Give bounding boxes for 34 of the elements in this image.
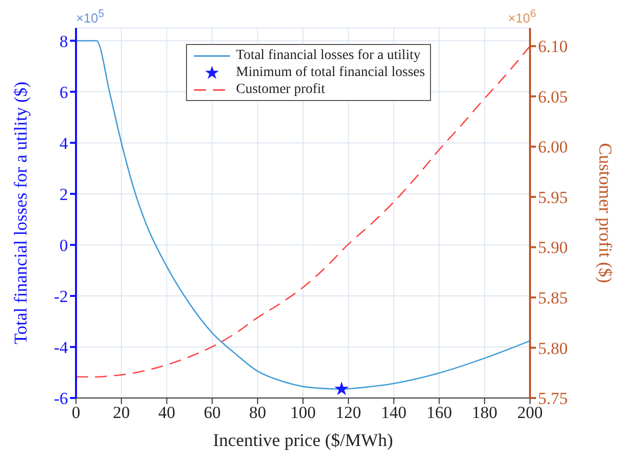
x-axis-title: Incentive price ($/MWh)	[213, 430, 393, 450]
y2-tick-label: 6.05	[538, 87, 568, 106]
y-tick-label: 4	[60, 134, 68, 153]
x-tick-label: 40	[158, 403, 176, 422]
x-tick-label: 60	[204, 403, 221, 422]
y-tick-label: 8	[60, 32, 68, 51]
y-tick-label: -2	[54, 286, 68, 306]
y2-axis-title: Customer profit ($)	[596, 143, 616, 283]
y2-tick-label: 6.00	[538, 138, 568, 157]
legend-label: Total financial losses for a utility	[236, 47, 420, 64]
x-tick-label: 20	[112, 403, 130, 422]
y-tick-label: -4	[54, 338, 68, 357]
y2-tick-label: 6.10	[538, 37, 568, 56]
y-axis-title: Total financial losses for a utility ($)	[10, 82, 30, 344]
y-tick-label: 6	[60, 82, 68, 102]
x-tick-label: 100	[290, 403, 316, 422]
x-tick-label: 0	[72, 403, 80, 422]
y2-tick-label: 5.90	[538, 238, 568, 258]
text: ×10$^{6}$	[508, 8, 536, 26]
text: ×10$^{5}$	[76, 8, 104, 26]
x-tick-label: 120	[336, 403, 362, 422]
y2-tick-label: 5.85	[538, 288, 568, 308]
x-tick-label: 80	[249, 403, 266, 422]
y2-tick-label: 5.80	[538, 338, 568, 358]
x-tick-label: 200	[517, 403, 543, 422]
x-tick-label: 180	[472, 403, 498, 422]
y-tick-label: -6	[54, 389, 68, 408]
y2-tick-label: 5.95	[538, 188, 568, 207]
legend-label: Minimum of total financial losses	[236, 64, 425, 81]
y-tick-label: 2	[60, 184, 68, 204]
legend-label: Customer profit	[236, 81, 326, 98]
x-tick-label: 160	[426, 403, 452, 422]
x-tick-label: 140	[381, 403, 407, 422]
y-tick-label: 0	[60, 236, 68, 255]
